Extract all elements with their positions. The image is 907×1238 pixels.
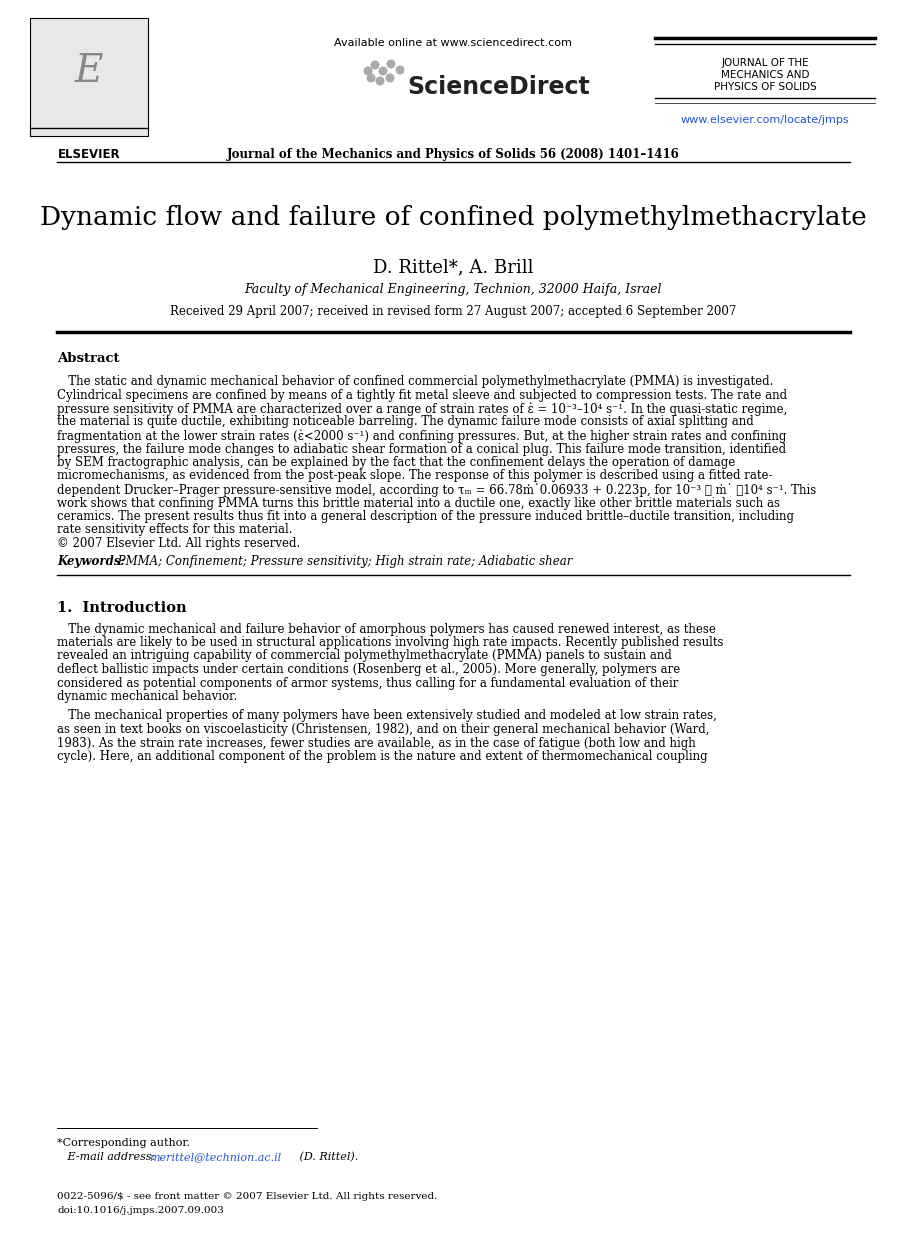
Text: ELSEVIER: ELSEVIER [58,149,121,161]
Text: materials are likely to be used in structural applications involving high rate i: materials are likely to be used in struc… [57,636,724,649]
Text: ScienceDirect: ScienceDirect [407,76,590,99]
Text: Received 29 April 2007; received in revised form 27 August 2007; accepted 6 Sept: Received 29 April 2007; received in revi… [170,305,736,318]
Text: deflect ballistic impacts under certain conditions (Rosenberg et al., 2005). Mor: deflect ballistic impacts under certain … [57,664,680,676]
Text: www.elsevier.com/locate/jmps: www.elsevier.com/locate/jmps [680,115,849,125]
Text: The mechanical properties of many polymers have been extensively studied and mod: The mechanical properties of many polyme… [57,709,717,723]
Text: D. Rittel*, A. Brill: D. Rittel*, A. Brill [373,258,533,276]
Bar [30,19,148,136]
Text: PHYSICS OF SOLIDS: PHYSICS OF SOLIDS [714,82,816,92]
Text: 1983). As the strain rate increases, fewer studies are available, as in the case: 1983). As the strain rate increases, few… [57,737,696,749]
Text: Keywords:: Keywords: [57,555,125,567]
Text: revealed an intriguing capability of commercial polymethylmethacrylate (PMMA) pa: revealed an intriguing capability of com… [57,650,672,662]
Text: Journal of the Mechanics and Physics of Solids 56 (2008) 1401–1416: Journal of the Mechanics and Physics of … [227,149,679,161]
Text: The static and dynamic mechanical behavior of confined commercial polymethylmeth: The static and dynamic mechanical behavi… [57,375,774,387]
Text: merittel@technion.ac.il: merittel@technion.ac.il [149,1153,281,1162]
Circle shape [376,77,384,84]
Text: considered as potential components of armor systems, thus calling for a fundamen: considered as potential components of ar… [57,676,678,690]
Text: PMMA; Confinement; Pressure sensitivity; High strain rate; Adiabatic shear: PMMA; Confinement; Pressure sensitivity;… [114,555,572,567]
Text: micromechanisms, as evidenced from the post-peak slope. The response of this pol: micromechanisms, as evidenced from the p… [57,469,773,483]
Text: as seen in text books on viscoelasticity (Christensen, 1982), and on their gener: as seen in text books on viscoelasticity… [57,723,709,737]
Text: dynamic mechanical behavior.: dynamic mechanical behavior. [57,690,238,703]
Circle shape [365,67,372,74]
Text: dependent Drucker–Prager pressure-sensitive model, according to τₘ = 66.78ṁ˙0.06: dependent Drucker–Prager pressure-sensit… [57,483,816,496]
Text: JOURNAL OF THE: JOURNAL OF THE [721,58,809,68]
Text: *Corresponding author.: *Corresponding author. [57,1138,190,1148]
Text: 1.  Introduction: 1. Introduction [57,600,187,614]
Text: E: E [74,53,103,90]
Circle shape [387,61,395,68]
Text: pressures, the failure mode changes to adiabatic shear formation of a conical pl: pressures, the failure mode changes to a… [57,442,786,456]
Text: by SEM fractographic analysis, can be explained by the fact that the confinement: by SEM fractographic analysis, can be ex… [57,456,736,469]
Text: Abstract: Abstract [57,352,120,365]
Text: work shows that confining PMMA turns this brittle material into a ductile one, e: work shows that confining PMMA turns thi… [57,496,780,510]
Text: © 2007 Elsevier Ltd. All rights reserved.: © 2007 Elsevier Ltd. All rights reserved… [57,537,300,550]
Text: Faculty of Mechanical Engineering, Technion, 32000 Haifa, Israel: Faculty of Mechanical Engineering, Techn… [244,284,662,296]
Circle shape [367,74,375,82]
Circle shape [396,66,404,74]
Text: cycle). Here, an additional component of the problem is the nature and extent of: cycle). Here, an additional component of… [57,750,707,763]
Text: ceramics. The present results thus fit into a general description of the pressur: ceramics. The present results thus fit i… [57,510,794,522]
Text: The dynamic mechanical and failure behavior of amorphous polymers has caused ren: The dynamic mechanical and failure behav… [57,623,716,635]
Text: the material is quite ductile, exhibiting noticeable barreling. The dynamic fail: the material is quite ductile, exhibitin… [57,416,754,428]
Circle shape [371,61,379,69]
Text: doi:10.1016/j.jmps.2007.09.003: doi:10.1016/j.jmps.2007.09.003 [57,1206,224,1214]
Text: 0022-5096/$ - see front matter © 2007 Elsevier Ltd. All rights reserved.: 0022-5096/$ - see front matter © 2007 El… [57,1192,437,1201]
Text: fragmentation at the lower strain rates (ε̇<2000 s⁻¹) and confining pressures. B: fragmentation at the lower strain rates … [57,430,786,443]
Text: rate sensitivity effects for this material.: rate sensitivity effects for this materi… [57,524,292,536]
Text: (D. Rittel).: (D. Rittel). [296,1153,358,1162]
Text: Available online at www.sciencedirect.com: Available online at www.sciencedirect.co… [334,38,572,48]
Text: Cylindrical specimens are confined by means of a tightly fit metal sleeve and su: Cylindrical specimens are confined by me… [57,389,787,401]
Circle shape [379,67,386,74]
Text: E-mail address:: E-mail address: [57,1153,159,1162]
Text: MECHANICS AND: MECHANICS AND [721,71,809,80]
Text: Dynamic flow and failure of confined polymethylmethacrylate: Dynamic flow and failure of confined pol… [40,206,866,230]
Circle shape [386,74,394,82]
Text: pressure sensitivity of PMMA are characterized over a range of strain rates of ε: pressure sensitivity of PMMA are charact… [57,402,787,416]
